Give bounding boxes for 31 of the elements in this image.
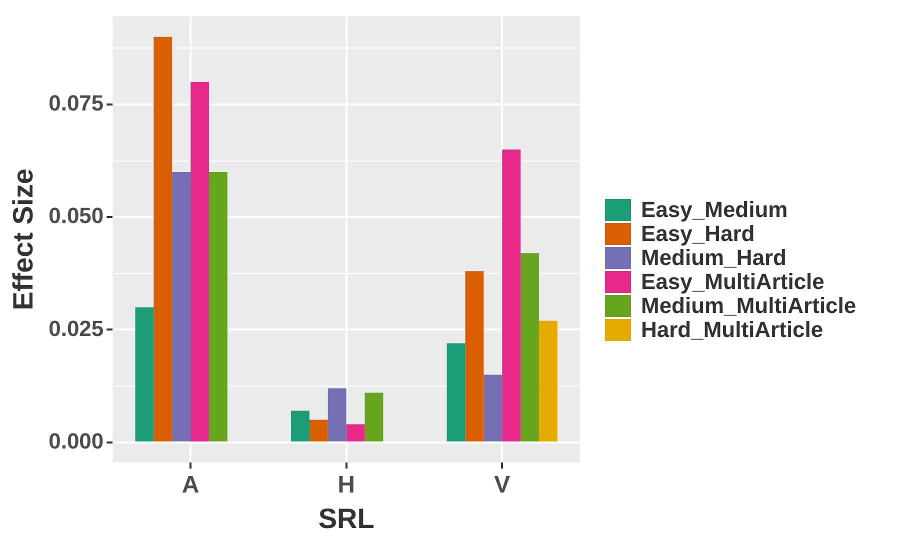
bar: [190, 82, 209, 442]
bar: [208, 172, 228, 442]
x-tick-label: H: [338, 472, 355, 499]
y-tick-label: 0.000: [48, 428, 104, 454]
bar: [446, 343, 466, 442]
y-tick-label: 0.025: [48, 316, 104, 341]
x-tick-label: V: [494, 472, 510, 499]
y-axis-title: Effect Size: [8, 168, 39, 310]
x-axis-title: SRL: [318, 502, 374, 534]
legend-label: Hard_MultiArticle: [641, 316, 824, 342]
bar: [346, 424, 365, 442]
legend-label: Medium_MultiArticle: [641, 292, 856, 318]
bar: [328, 388, 346, 442]
bar: [172, 172, 191, 442]
bar: [484, 374, 502, 442]
legend-label: Easy_Hard: [641, 220, 755, 246]
legend-label: Medium_Hard: [641, 244, 786, 270]
bar: [154, 36, 172, 442]
bar: [309, 420, 328, 442]
bar: [364, 392, 384, 442]
bar: [135, 307, 154, 442]
y-tick-label: 0.075: [48, 90, 104, 116]
bar: [520, 253, 539, 442]
legend-label: Easy_Medium: [641, 196, 788, 222]
y-tick-label: 0.050: [48, 203, 104, 228]
x-tick-label: A: [182, 472, 200, 499]
bar: [291, 410, 310, 442]
legend-label: Easy_MultiArticle: [641, 268, 824, 294]
bar: [502, 150, 521, 442]
bar: [465, 271, 484, 442]
bar: [538, 320, 558, 442]
